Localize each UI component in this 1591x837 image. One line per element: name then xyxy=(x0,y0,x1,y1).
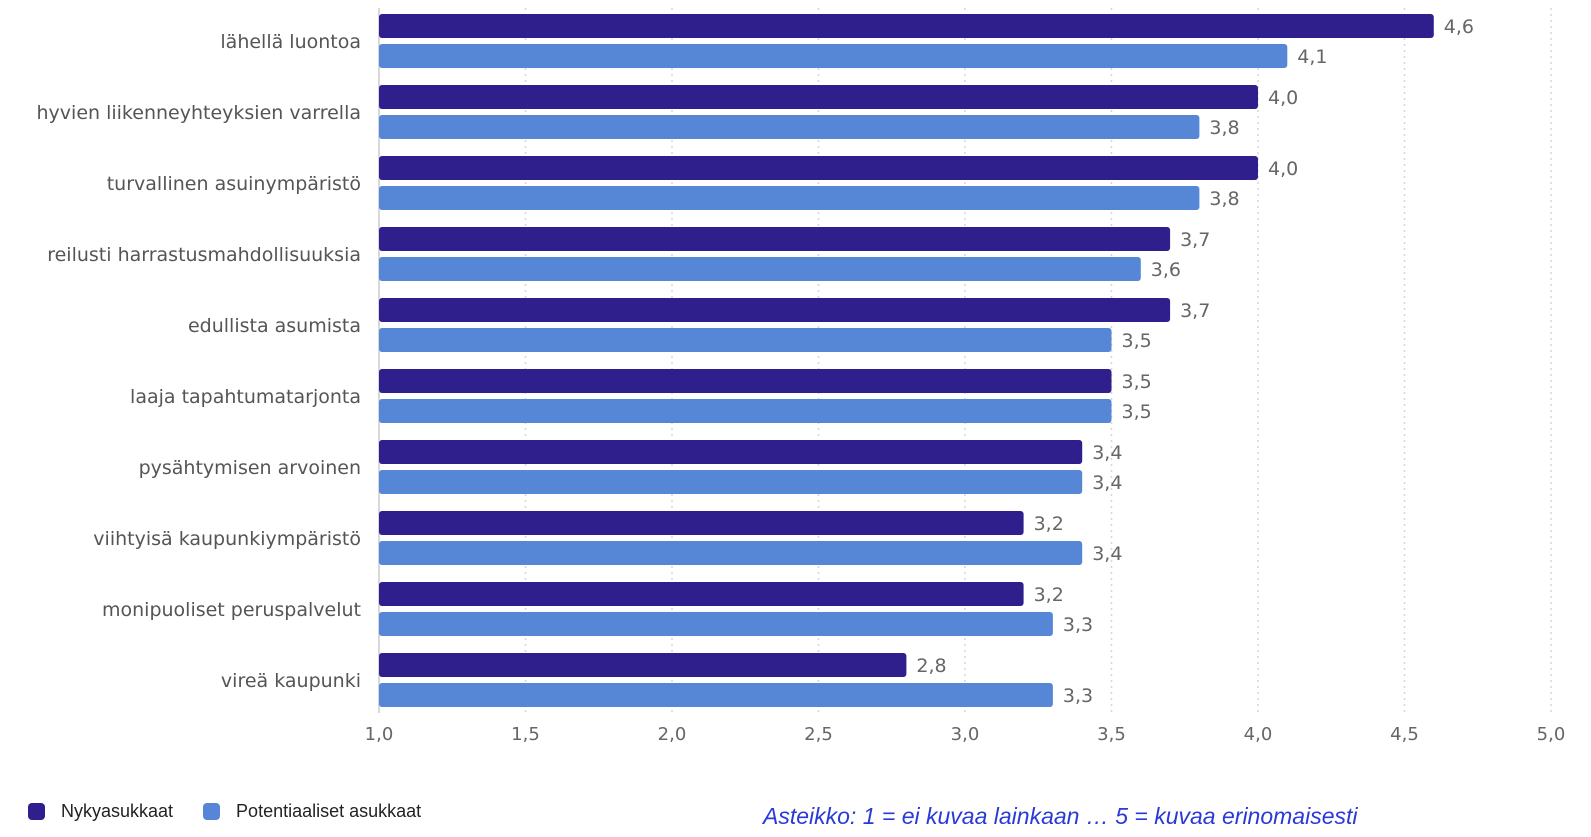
category-label: viihtyisä kaupunkiympäristö xyxy=(93,528,361,550)
x-axis-ticks: 1,0 1,5 2,0 2,5 3,0 3,5 4,0 4,5 5,0 xyxy=(365,724,1566,745)
value-label: 4,0 xyxy=(1268,87,1298,109)
category-label: hyvien liikenneyhteyksien varrella xyxy=(37,102,361,124)
value-label: 3,4 xyxy=(1092,472,1122,494)
bar-current[interactable] xyxy=(379,511,1024,535)
bar-current[interactable] xyxy=(379,440,1083,464)
bar-potential[interactable] xyxy=(379,683,1053,707)
value-label: 3,5 xyxy=(1122,330,1152,352)
value-label: 3,5 xyxy=(1122,401,1152,423)
legend-label-potential: Potentiaaliset asukkaat xyxy=(236,801,422,821)
grid-lines xyxy=(378,8,1552,713)
value-label: 4,1 xyxy=(1297,46,1327,68)
category-label: lähellä luontoa xyxy=(220,31,361,53)
value-label: 4,0 xyxy=(1268,158,1298,180)
value-label: 4,6 xyxy=(1444,16,1474,38)
value-label: 3,4 xyxy=(1092,442,1122,464)
bar-current[interactable] xyxy=(379,369,1112,393)
bar-current[interactable] xyxy=(379,582,1024,606)
value-label: 3,6 xyxy=(1151,259,1181,281)
value-label: 2,8 xyxy=(916,655,946,677)
bar-current[interactable] xyxy=(379,298,1171,322)
category-label: edullista asumista xyxy=(188,315,361,337)
x-tick-label: 5,0 xyxy=(1537,724,1566,745)
category-label: monipuoliset peruspalvelut xyxy=(102,599,361,621)
x-tick-label: 2,0 xyxy=(658,724,687,745)
value-label: 3,3 xyxy=(1063,685,1093,707)
legend-item-current[interactable]: Nykyasukkaat xyxy=(28,801,173,822)
bar-current[interactable] xyxy=(379,14,1434,38)
bar-potential[interactable] xyxy=(379,399,1112,423)
legend: Nykyasukkaat Potentiaaliset asukkaat xyxy=(28,801,451,822)
legend-item-potential[interactable]: Potentiaaliset asukkaat xyxy=(203,801,421,822)
value-label: 3,3 xyxy=(1063,614,1093,636)
category-label: laaja tapahtumatarjonta xyxy=(130,386,361,408)
bar-current[interactable] xyxy=(379,156,1258,180)
bar-potential[interactable] xyxy=(379,470,1083,494)
category-labels: lähellä luontoa hyvien liikenneyhteyksien… xyxy=(37,31,361,692)
value-label: 3,2 xyxy=(1034,513,1064,535)
value-label: 3,2 xyxy=(1034,584,1064,606)
bar-potential[interactable] xyxy=(379,44,1288,68)
x-tick-label: 2,5 xyxy=(804,724,833,745)
value-label: 3,8 xyxy=(1209,117,1239,139)
bar-potential[interactable] xyxy=(379,612,1053,636)
category-label: turvallinen asuinympäristö xyxy=(107,173,361,195)
bars xyxy=(379,14,1434,707)
bar-current[interactable] xyxy=(379,653,907,677)
bar-potential[interactable] xyxy=(379,257,1141,281)
bar-potential[interactable] xyxy=(379,541,1083,565)
legend-swatch-potential xyxy=(203,803,221,820)
value-label: 3,5 xyxy=(1122,371,1152,393)
bar-current[interactable] xyxy=(379,85,1258,109)
x-tick-label: 1,0 xyxy=(365,724,394,745)
value-label: 3,7 xyxy=(1180,300,1210,322)
x-tick-label: 1,5 xyxy=(511,724,540,745)
x-tick-label: 4,5 xyxy=(1390,724,1419,745)
category-label: reilusti harrastusmahdollisuuksia xyxy=(47,244,361,266)
bar-current[interactable] xyxy=(379,227,1171,251)
x-tick-label: 3,0 xyxy=(951,724,980,745)
bar-potential[interactable] xyxy=(379,115,1200,139)
value-labels: 4,64,14,03,84,03,83,73,63,73,53,53,53,43… xyxy=(916,16,1474,707)
value-label: 3,7 xyxy=(1180,229,1210,251)
value-label: 3,4 xyxy=(1092,543,1122,565)
x-tick-label: 3,5 xyxy=(1097,724,1126,745)
x-tick-label: 4,0 xyxy=(1244,724,1273,745)
category-label: vireä kaupunki xyxy=(221,670,361,692)
scale-note: Asteikko: 1 = ei kuvaa lainkaan … 5 = ku… xyxy=(763,803,1358,829)
bar-potential[interactable] xyxy=(379,186,1200,210)
value-label: 3,8 xyxy=(1209,188,1239,210)
legend-label-current: Nykyasukkaat xyxy=(61,801,174,821)
legend-swatch-current xyxy=(28,803,45,820)
category-label: pysähtymisen arvoinen xyxy=(139,457,361,479)
bar-potential[interactable] xyxy=(379,328,1112,352)
